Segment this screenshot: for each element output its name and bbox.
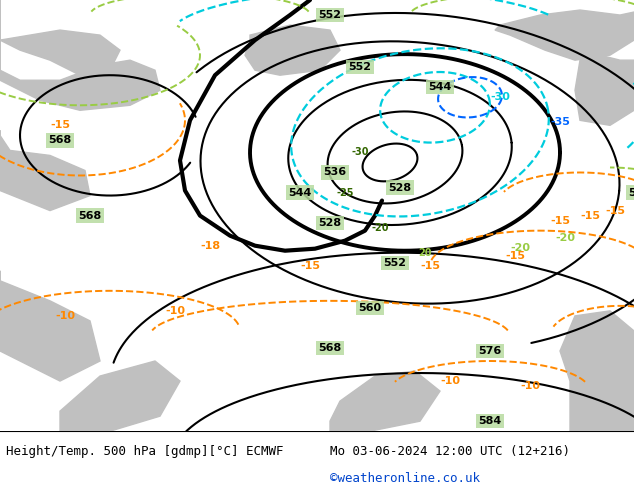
Polygon shape bbox=[245, 25, 340, 75]
Text: 528: 528 bbox=[389, 182, 411, 193]
Text: 568: 568 bbox=[79, 211, 101, 220]
Text: Height/Temp. 500 hPa [gdmp][°C] ECMWF: Height/Temp. 500 hPa [gdmp][°C] ECMWF bbox=[6, 445, 284, 458]
Text: 568: 568 bbox=[48, 135, 72, 146]
Text: ©weatheronline.co.uk: ©weatheronline.co.uk bbox=[330, 472, 480, 485]
Text: 528: 528 bbox=[318, 218, 342, 228]
Text: -15: -15 bbox=[605, 206, 625, 216]
Text: -20: -20 bbox=[555, 233, 575, 243]
Text: 20: 20 bbox=[418, 248, 432, 258]
Text: -15: -15 bbox=[420, 261, 440, 271]
Polygon shape bbox=[560, 311, 634, 431]
Text: -15: -15 bbox=[550, 216, 570, 225]
Text: 584: 584 bbox=[479, 416, 501, 426]
Text: -18: -18 bbox=[200, 241, 220, 251]
Text: 560: 560 bbox=[358, 303, 382, 313]
Text: 544: 544 bbox=[429, 82, 451, 92]
Polygon shape bbox=[0, 0, 120, 75]
Text: -15: -15 bbox=[580, 211, 600, 220]
Text: -30: -30 bbox=[490, 92, 510, 102]
Text: -10: -10 bbox=[165, 306, 185, 316]
Text: 552: 552 bbox=[318, 10, 342, 20]
Text: -20: -20 bbox=[372, 222, 389, 233]
Text: 568: 568 bbox=[318, 343, 342, 353]
Text: 552: 552 bbox=[384, 258, 406, 268]
Text: 576: 576 bbox=[479, 346, 501, 356]
Text: -15: -15 bbox=[300, 261, 320, 271]
Text: 568: 568 bbox=[628, 188, 634, 197]
Text: 544: 544 bbox=[288, 188, 312, 197]
Polygon shape bbox=[495, 10, 634, 60]
Polygon shape bbox=[0, 0, 160, 110]
Polygon shape bbox=[575, 50, 634, 125]
Polygon shape bbox=[0, 271, 100, 381]
Text: Mo 03-06-2024 12:00 UTC (12+216): Mo 03-06-2024 12:00 UTC (12+216) bbox=[330, 445, 570, 458]
Text: -10: -10 bbox=[55, 311, 75, 321]
Text: -35: -35 bbox=[550, 117, 570, 127]
Polygon shape bbox=[0, 130, 90, 211]
Text: -25: -25 bbox=[336, 188, 354, 197]
Polygon shape bbox=[60, 361, 180, 431]
Polygon shape bbox=[330, 371, 440, 431]
Text: -15: -15 bbox=[505, 251, 525, 261]
Text: -20: -20 bbox=[510, 243, 530, 253]
Text: -10: -10 bbox=[440, 376, 460, 386]
Text: -10: -10 bbox=[520, 381, 540, 391]
Text: 552: 552 bbox=[349, 62, 372, 72]
Text: -30: -30 bbox=[351, 147, 369, 157]
Text: -15: -15 bbox=[50, 121, 70, 130]
Text: 536: 536 bbox=[323, 168, 347, 177]
